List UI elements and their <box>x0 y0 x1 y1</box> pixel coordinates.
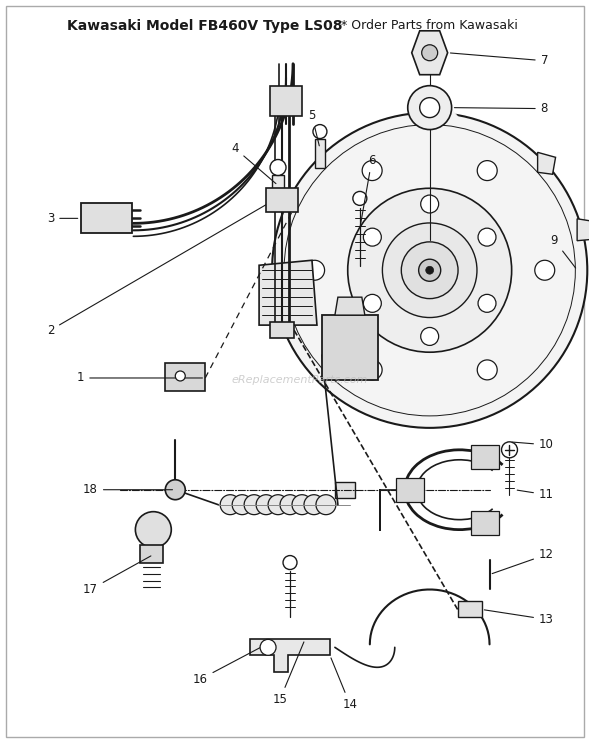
Text: 7: 7 <box>450 53 548 67</box>
Text: 17: 17 <box>83 556 151 596</box>
Circle shape <box>260 640 276 655</box>
Circle shape <box>353 192 367 205</box>
Circle shape <box>478 228 496 246</box>
Circle shape <box>362 360 382 380</box>
Text: eReplacementParts.com: eReplacementParts.com <box>232 375 368 385</box>
Circle shape <box>283 556 297 570</box>
Circle shape <box>363 228 381 246</box>
Text: 14: 14 <box>331 658 358 711</box>
Circle shape <box>304 260 324 280</box>
Circle shape <box>280 495 300 515</box>
Circle shape <box>362 160 382 181</box>
Circle shape <box>535 260 555 280</box>
Circle shape <box>232 495 252 515</box>
Text: 12: 12 <box>492 548 554 574</box>
Text: 6: 6 <box>360 154 376 226</box>
Text: 11: 11 <box>517 488 554 502</box>
Text: 3: 3 <box>47 212 78 225</box>
Circle shape <box>268 495 288 515</box>
Polygon shape <box>577 218 590 241</box>
Circle shape <box>292 495 312 515</box>
Bar <box>396 478 424 502</box>
Bar <box>165 363 205 391</box>
Bar <box>272 175 284 210</box>
Bar <box>335 481 355 498</box>
Polygon shape <box>322 315 378 380</box>
Bar <box>270 322 294 338</box>
Bar <box>80 204 132 233</box>
Circle shape <box>316 495 336 515</box>
Polygon shape <box>250 640 330 672</box>
Text: 5: 5 <box>308 109 319 146</box>
Bar <box>471 510 499 534</box>
Circle shape <box>348 188 512 352</box>
Text: 18: 18 <box>83 483 172 496</box>
Circle shape <box>502 442 517 458</box>
Text: 13: 13 <box>484 610 554 626</box>
Bar <box>458 601 481 617</box>
Text: 9: 9 <box>550 234 576 268</box>
Circle shape <box>135 512 171 548</box>
Circle shape <box>313 125 327 138</box>
Circle shape <box>421 195 438 213</box>
Circle shape <box>363 294 381 312</box>
Circle shape <box>165 480 185 500</box>
Bar <box>270 85 302 116</box>
Circle shape <box>256 495 276 515</box>
Polygon shape <box>335 297 365 315</box>
Circle shape <box>270 160 286 175</box>
Circle shape <box>401 242 458 299</box>
Text: Kawasaki Model FB460V Type LS08: Kawasaki Model FB460V Type LS08 <box>67 19 343 33</box>
Circle shape <box>419 97 440 117</box>
Polygon shape <box>140 545 163 562</box>
Circle shape <box>426 266 434 274</box>
Circle shape <box>272 113 587 428</box>
Text: 4: 4 <box>231 142 276 184</box>
Circle shape <box>478 294 496 312</box>
Circle shape <box>408 85 451 129</box>
Polygon shape <box>415 105 464 125</box>
Circle shape <box>477 360 497 380</box>
Text: * Order Parts from Kawasaki: * Order Parts from Kawasaki <box>341 19 518 32</box>
Circle shape <box>175 371 185 381</box>
Text: 2: 2 <box>47 197 280 337</box>
Polygon shape <box>537 152 556 175</box>
Bar <box>266 189 298 212</box>
Circle shape <box>382 223 477 317</box>
Circle shape <box>422 45 438 61</box>
Circle shape <box>244 495 264 515</box>
Text: 8: 8 <box>454 102 548 115</box>
Polygon shape <box>412 30 448 75</box>
Circle shape <box>220 495 240 515</box>
Text: 16: 16 <box>193 643 268 686</box>
Circle shape <box>304 495 324 515</box>
Circle shape <box>419 259 441 282</box>
Text: 10: 10 <box>512 438 554 451</box>
Text: 15: 15 <box>273 642 304 706</box>
Polygon shape <box>259 260 317 325</box>
Text: 1: 1 <box>77 372 202 384</box>
Circle shape <box>421 328 438 345</box>
Bar <box>471 445 499 469</box>
Circle shape <box>477 160 497 181</box>
Bar <box>315 138 325 169</box>
